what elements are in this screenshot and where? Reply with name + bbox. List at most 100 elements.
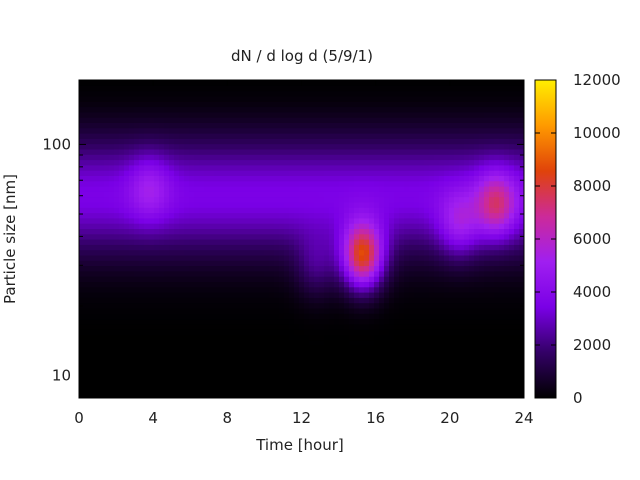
heatmap-cell (124, 382, 130, 388)
heatmap-cell (374, 249, 380, 256)
heatmap-cell (224, 101, 230, 108)
heatmap-cell (239, 313, 245, 320)
heatmap-cell (124, 318, 130, 325)
heatmap-cell (284, 334, 290, 341)
heatmap-cell (339, 244, 345, 251)
heatmap-cell (294, 175, 300, 182)
heatmap-cell (129, 138, 135, 145)
heatmap-cell (329, 339, 335, 346)
heatmap-cell (289, 260, 295, 267)
heatmap-cell (459, 154, 465, 161)
heatmap-cell (224, 249, 230, 256)
heatmap-cell (469, 196, 475, 203)
heatmap-cell (344, 313, 350, 320)
heatmap-cell (334, 138, 340, 145)
heatmap-cell (319, 95, 325, 102)
heatmap-cell (159, 307, 165, 314)
heatmap-cell (149, 239, 155, 245)
heatmap-cell (194, 138, 200, 145)
heatmap-cell (369, 133, 375, 139)
heatmap-cell (154, 323, 160, 330)
heatmap-cell (464, 117, 470, 123)
heatmap-cell (454, 292, 460, 298)
heatmap-cell (319, 106, 325, 113)
heatmap-cell (84, 133, 90, 139)
heatmap-cell (164, 239, 170, 245)
heatmap-cell (84, 292, 90, 298)
heatmap-cell (114, 292, 120, 298)
heatmap-cell (364, 307, 370, 314)
heatmap-cell (109, 133, 115, 139)
heatmap-cell (479, 350, 485, 357)
heatmap-cell (204, 90, 210, 97)
heatmap-cell (349, 164, 355, 171)
heatmap-cell (419, 355, 425, 362)
heatmap-cell (144, 101, 150, 108)
heatmap-cell (264, 154, 270, 161)
heatmap-cell (144, 170, 150, 176)
heatmap-cell (344, 80, 350, 86)
heatmap-cell (449, 392, 455, 398)
heatmap-cell (199, 143, 205, 150)
heatmap-cell (329, 164, 335, 171)
heatmap-cell (129, 350, 135, 357)
heatmap-cell (469, 313, 475, 320)
heatmap-cell (224, 154, 230, 161)
heatmap-cell (94, 85, 100, 92)
heatmap-cell (169, 387, 175, 394)
heatmap-cell (139, 270, 145, 277)
heatmap-cell (274, 154, 280, 161)
heatmap-cell (354, 292, 360, 298)
heatmap-cell (124, 366, 130, 373)
heatmap-cell (219, 148, 225, 155)
heatmap-cell (314, 276, 320, 282)
heatmap-cell (164, 339, 170, 346)
heatmap-cell (109, 297, 115, 304)
heatmap-cell (464, 360, 470, 367)
heatmap-cell (254, 170, 260, 176)
heatmap-cell (354, 286, 360, 293)
heatmap-cell (259, 117, 265, 123)
heatmap-cell (324, 127, 330, 134)
heatmap-cell (169, 313, 175, 320)
heatmap-cell (349, 90, 355, 97)
heatmap-cell (174, 223, 180, 229)
heatmap-cell (269, 228, 275, 235)
heatmap-cell (344, 228, 350, 235)
heatmap-cell (379, 297, 385, 304)
heatmap-cell (259, 90, 265, 97)
heatmap-cell (84, 212, 90, 219)
heatmap-cell (294, 170, 300, 176)
heatmap-cell (349, 143, 355, 150)
heatmap-cell (99, 228, 105, 235)
heatmap-cell (414, 318, 420, 325)
heatmap-cell (469, 260, 475, 267)
heatmap-cell (109, 223, 115, 229)
heatmap-cell (164, 302, 170, 309)
heatmap-cell (204, 276, 210, 282)
heatmap-cell (159, 345, 165, 351)
heatmap-cell (289, 212, 295, 219)
heatmap-cell (194, 80, 200, 86)
heatmap-cell (439, 138, 445, 145)
heatmap-cell (329, 80, 335, 86)
heatmap-cell (179, 90, 185, 97)
heatmap-cell (354, 345, 360, 351)
heatmap-cell (109, 95, 115, 102)
heatmap-cell (359, 387, 365, 394)
heatmap-cell (284, 265, 290, 272)
heatmap-cell (104, 122, 110, 129)
heatmap-cell (239, 260, 245, 267)
heatmap-cell (439, 286, 445, 293)
heatmap-cell (454, 90, 460, 97)
heatmap-cell (149, 376, 155, 383)
heatmap-cell (354, 376, 360, 383)
heatmap-cell (444, 180, 450, 187)
heatmap-cell (469, 127, 475, 134)
heatmap-cell (304, 143, 310, 150)
heatmap-cell (174, 191, 180, 198)
heatmap-cell (149, 180, 155, 187)
heatmap-cell (249, 186, 255, 192)
heatmap-cell (99, 345, 105, 351)
heatmap-cell (419, 127, 425, 134)
